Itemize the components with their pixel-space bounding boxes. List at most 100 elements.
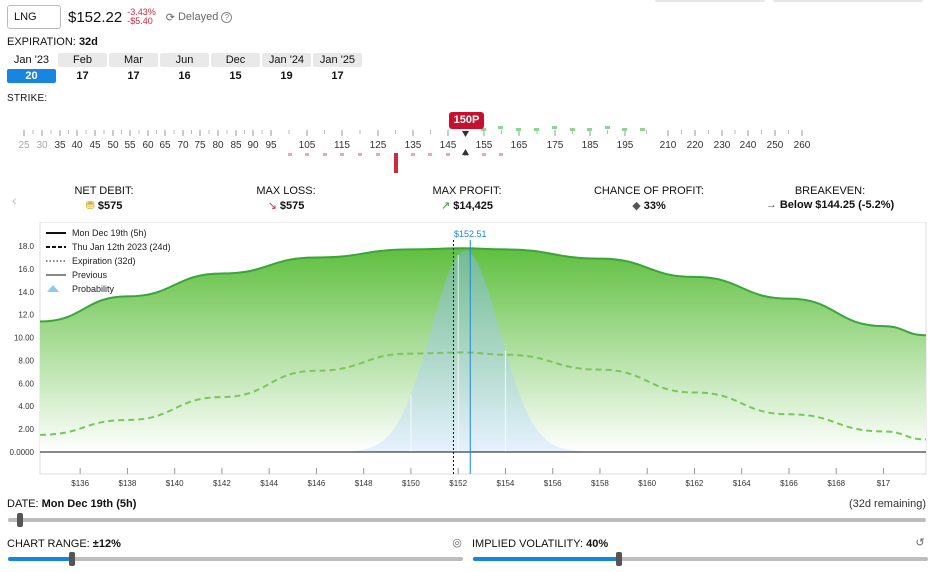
strike-label[interactable]: 55 bbox=[124, 140, 136, 151]
metric-breakeven: BREAKEVEN: → Below $144.25 (-5.2%) bbox=[760, 185, 900, 211]
put-volume-marker bbox=[376, 153, 380, 156]
metric-label: BREAKEVEN: bbox=[794, 185, 866, 197]
strike-label[interactable]: 95 bbox=[265, 140, 277, 151]
metric-value: ◆ 33% bbox=[579, 199, 719, 212]
call-volume-marker bbox=[587, 128, 592, 131]
iv-slider-track[interactable] bbox=[473, 557, 928, 561]
strike-label[interactable]: 145 bbox=[440, 140, 457, 151]
strike-label[interactable]: 260 bbox=[794, 140, 811, 151]
legend-symbol bbox=[47, 285, 59, 292]
stock-price: $152.22 bbox=[68, 8, 123, 26]
strike-label[interactable]: 75 bbox=[194, 140, 206, 151]
strike-label[interactable]: 70 bbox=[177, 140, 189, 151]
chevron-left-icon[interactable]: ‹ bbox=[12, 192, 17, 208]
strike-label[interactable]: 60 bbox=[142, 140, 154, 151]
delayed-status[interactable]: ⟳ Delayed ? bbox=[166, 11, 233, 24]
profit-loss-chart[interactable]: $152.51 18.0 16.0 14.0 12.0 10.00 8.00 6.00 4.00… bbox=[0, 222, 936, 494]
strike-label[interactable]: 240 bbox=[740, 140, 757, 151]
selected-strike-badge[interactable]: 150P bbox=[449, 112, 484, 129]
strike-ladder[interactable]: 25 30 35 40 45 50 55 60 65 70 75 80 85 90 95 105 115 125 1… bbox=[0, 108, 936, 178]
strike-label[interactable]: 165 bbox=[511, 140, 528, 151]
call-volume-marker bbox=[605, 126, 610, 129]
call-volume-marker bbox=[640, 128, 645, 131]
strike-label[interactable]: 85 bbox=[230, 140, 242, 151]
strike-label[interactable]: 40 bbox=[71, 140, 83, 151]
expiration-option[interactable]: Jan '24 19 bbox=[262, 53, 311, 83]
help-icon[interactable]: ? bbox=[221, 11, 233, 23]
expiration-option[interactable]: Jan '25 17 bbox=[313, 53, 362, 83]
strike-label[interactable]: 125 bbox=[370, 140, 387, 151]
chart-range-slider-handle[interactable] bbox=[68, 552, 75, 566]
y-tick-label: 16.0 bbox=[18, 265, 34, 274]
expiration-option[interactable]: Jan '23 20 bbox=[7, 53, 56, 83]
expiration-day: 15 bbox=[229, 70, 242, 82]
metric-chance-of-profit: CHANCE OF PROFIT: ◆ 33% bbox=[579, 185, 719, 212]
y-tick-label: 10.00 bbox=[14, 334, 35, 343]
strike-label[interactable]: 105 bbox=[299, 140, 316, 151]
expiration-option[interactable]: Dec 15 bbox=[211, 53, 260, 83]
price-change-abs: -$5.40 bbox=[127, 16, 153, 26]
legend-label: Mon Dec 19th (5h) bbox=[72, 228, 147, 238]
metric-label: CHANCE OF PROFIT: bbox=[593, 185, 704, 197]
reset-range-icon[interactable]: ◎ bbox=[452, 537, 462, 549]
x-tick-label: $136 bbox=[71, 479, 89, 488]
series-line-today bbox=[39, 247, 927, 337]
strike-label[interactable]: 230 bbox=[714, 140, 731, 151]
price-change: -3.43% -$5.40 bbox=[127, 8, 156, 26]
strike-label[interactable]: 175 bbox=[547, 140, 564, 151]
expiration-day: 20 bbox=[7, 69, 56, 83]
strike-label[interactable]: 220 bbox=[687, 140, 704, 151]
strike-label[interactable]: 30 bbox=[36, 140, 48, 151]
put-volume-marker bbox=[428, 153, 432, 156]
strike-label[interactable]: 135 bbox=[405, 140, 422, 151]
y-tick-label: 6.00 bbox=[18, 379, 34, 388]
strike-label[interactable]: 90 bbox=[247, 140, 259, 151]
strike-label[interactable]: 65 bbox=[159, 140, 171, 151]
strike-label[interactable]: 155 bbox=[476, 140, 493, 151]
put-volume-marker bbox=[446, 153, 450, 156]
strike-label[interactable]: 195 bbox=[617, 140, 634, 151]
put-volume-marker bbox=[288, 153, 292, 156]
selected-put-position bbox=[394, 153, 398, 173]
ticker-input[interactable]: LNG bbox=[7, 5, 61, 29]
arrow-down-right-icon: ↘ bbox=[267, 200, 280, 212]
top-tab-b[interactable] bbox=[773, 0, 923, 2]
top-tab-a[interactable] bbox=[655, 0, 765, 2]
strike-label[interactable]: 185 bbox=[582, 140, 599, 151]
strike-label[interactable]: 50 bbox=[107, 140, 119, 151]
put-volume-marker bbox=[323, 153, 327, 156]
strike-label[interactable]: 35 bbox=[54, 140, 66, 151]
legend-label: Previous bbox=[72, 270, 108, 280]
call-volume-marker bbox=[570, 128, 575, 131]
call-volume-marker bbox=[534, 128, 539, 131]
x-tick-label: $142 bbox=[213, 479, 231, 488]
iv-slider-handle[interactable] bbox=[615, 552, 622, 566]
date-slider-handle[interactable] bbox=[17, 513, 24, 527]
y-tick-label: 12.0 bbox=[18, 311, 34, 320]
strike-label[interactable]: 45 bbox=[89, 140, 101, 151]
call-volume-marker bbox=[481, 128, 486, 131]
strike-label[interactable]: 250 bbox=[767, 140, 784, 151]
expiration-option[interactable]: Jun 16 bbox=[160, 53, 209, 83]
strike-label[interactable]: 115 bbox=[334, 140, 350, 151]
current-price-pointer-icon bbox=[462, 149, 469, 155]
call-volume-marker bbox=[516, 128, 521, 131]
chart-range-slider-track[interactable] bbox=[8, 557, 463, 561]
reset-volatility-icon[interactable]: ↺ bbox=[915, 537, 925, 549]
expiration-option[interactable]: Mar 17 bbox=[109, 53, 158, 83]
strike-label[interactable]: 25 bbox=[18, 140, 30, 151]
x-tick-label: $158 bbox=[591, 479, 609, 488]
strike-label[interactable]: 80 bbox=[212, 140, 224, 151]
strike-label[interactable]: 210 bbox=[660, 140, 677, 151]
x-tick-label: $168 bbox=[827, 479, 845, 488]
expiration-day: 19 bbox=[280, 70, 293, 82]
expiration-month: Dec bbox=[211, 53, 260, 67]
current-price-label: $152.51 bbox=[454, 229, 487, 239]
expiration-option[interactable]: Feb 17 bbox=[58, 53, 107, 83]
x-tick-label: $154 bbox=[497, 479, 515, 488]
x-tick-label: $144 bbox=[260, 479, 278, 488]
arrow-up-right-icon: ↗ bbox=[440, 200, 454, 212]
metric-max-profit: MAX PROFIT: ↗ $14,425 bbox=[397, 185, 537, 212]
date-slider-track[interactable] bbox=[8, 518, 926, 522]
call-volume-marker bbox=[552, 126, 557, 129]
